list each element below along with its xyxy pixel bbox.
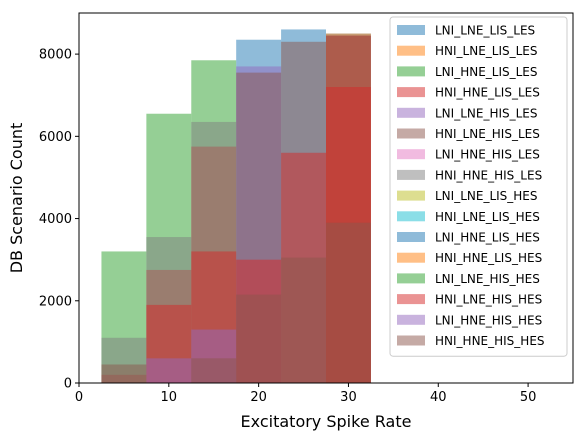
legend-label: LNI_LNE_LIS_HES (435, 189, 538, 203)
x-tick-label: 50 (520, 390, 537, 405)
plot-frame (78, 12, 574, 384)
y-axis-label: DB Scenario Count (7, 123, 26, 274)
legend-label: HNI_HNE_HIS_HES (435, 334, 545, 348)
legend-swatch (397, 232, 425, 242)
legend-label: HNI_HNE_HIS_LES (435, 168, 542, 182)
legend-swatch (397, 335, 425, 346)
y-tick-label: 8000 (39, 48, 72, 63)
legend-label: HNI_LNE_HIS_LES (435, 127, 540, 141)
bar-HNI_HNE_HIS_HES-bin-3 (236, 294, 282, 383)
legend-label: HNI_LNE_LIS_LES (435, 44, 538, 58)
y-tick-label: 4000 (39, 212, 72, 227)
x-tick-label: 30 (340, 390, 357, 405)
legend-swatch (397, 294, 425, 305)
y-tick-label: 6000 (39, 130, 72, 145)
legend-swatch (397, 211, 425, 222)
y-tick-label: 0 (64, 377, 72, 392)
legend-label: HNI_LNE_HIS_HES (435, 293, 542, 307)
bar-HNI_HNE_HIS_HES-bin-5 (326, 222, 371, 383)
bar-HNI_HNE_HIS_HES-bin-2 (191, 358, 237, 383)
legend-label: LNI_HNE_LIS_HES (435, 231, 540, 245)
legend-label: HNI_LNE_LIS_HES (435, 210, 540, 224)
legend-swatch (397, 107, 425, 118)
legend-label: LNI_HNE_HIS_HES (435, 313, 542, 327)
histogram-bars (101, 29, 371, 384)
legend-label: LNI_HNE_LIS_LES (435, 65, 538, 79)
legend-label: LNI_LNE_HIS_LES (435, 106, 538, 120)
legend-swatch (397, 190, 425, 201)
legend: LNI_LNE_LIS_LES HNI_LNE_LIS_LES LNI_HNE_LI… (389, 16, 568, 357)
legend-swatch (397, 45, 425, 56)
x-axis-ticks: 0 10 20 30 40 50 (75, 383, 537, 405)
x-tick-label: 40 (430, 390, 447, 405)
legend-label: HNI_HNE_LIS_HES (435, 251, 542, 265)
legend-swatch (397, 273, 425, 284)
legend-label: LNI_HNE_HIS_LES (435, 148, 540, 162)
x-tick-label: 0 (75, 390, 83, 405)
legend-swatch (397, 149, 425, 160)
legend-swatch (397, 169, 425, 180)
y-tick-label: 2000 (39, 294, 72, 309)
bar-HNI_HNE_HIS_HES-bin-0 (101, 364, 147, 383)
legend-swatch (397, 66, 425, 77)
bar-HNI_HNE_HIS_HES-bin-4 (281, 257, 326, 383)
legend-label: LNI_LNE_HIS_HES (435, 272, 540, 286)
x-tick-label: 20 (250, 390, 267, 405)
legend-swatch (397, 87, 425, 98)
x-axis-label: Excitatory Spike Rate (241, 412, 412, 431)
y-axis-ticks: 0 2000 4000 6000 8000 (39, 48, 79, 392)
legend-swatch (397, 252, 425, 263)
bar-LNI_HNE_HIS_HES-bin-1 (146, 358, 192, 383)
x-tick-label: 10 (161, 390, 178, 405)
legend-frame (389, 16, 568, 357)
legend-label: HNI_HNE_LIS_LES (435, 86, 540, 100)
legend-swatch (397, 128, 425, 139)
legend-label: LNI_LNE_LIS_LES (435, 24, 535, 38)
legend-swatch (397, 314, 425, 325)
legend-swatch (397, 25, 425, 35)
